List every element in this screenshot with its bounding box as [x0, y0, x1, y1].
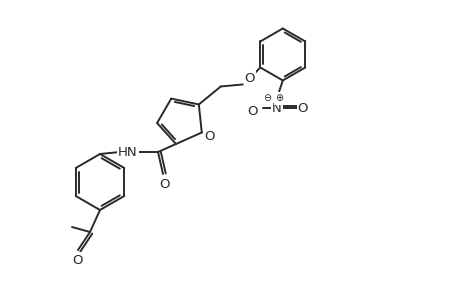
Text: O: O [297, 102, 308, 115]
Text: O: O [247, 105, 257, 118]
Text: O: O [159, 178, 170, 190]
Text: ⊖: ⊖ [262, 94, 270, 103]
Text: O: O [73, 254, 83, 266]
Text: ⊕: ⊕ [274, 94, 282, 103]
Text: HN: HN [118, 146, 138, 158]
Text: O: O [244, 72, 255, 85]
Text: O: O [204, 130, 214, 143]
Text: N: N [271, 102, 281, 115]
